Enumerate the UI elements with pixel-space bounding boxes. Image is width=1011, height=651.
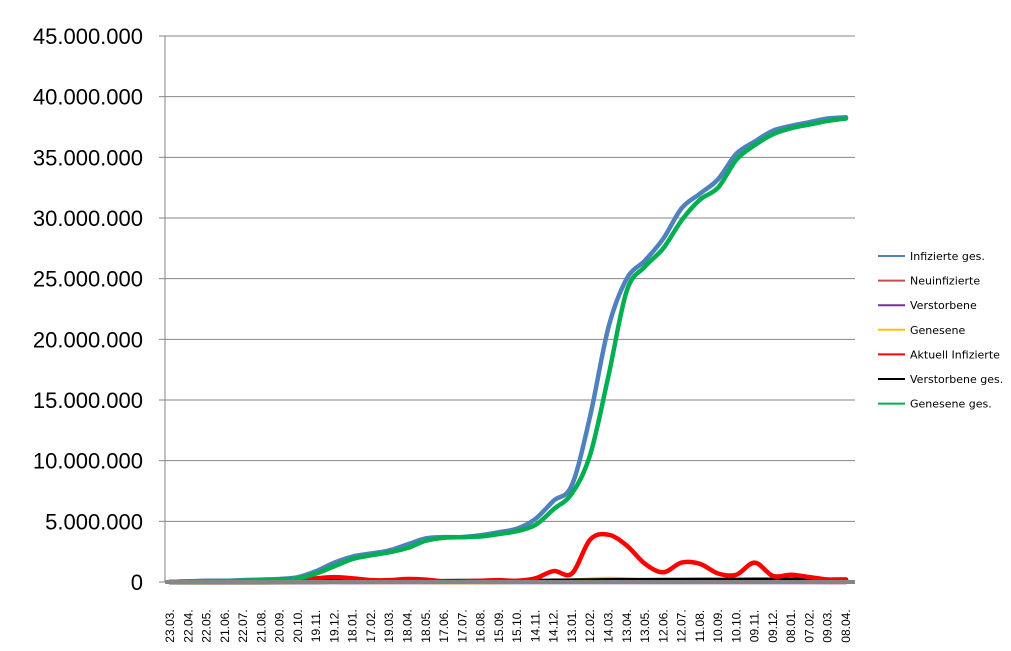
y-tick-label: 15.000.000	[33, 388, 143, 413]
x-tick-label: 21.06.	[218, 609, 232, 642]
gridlines	[159, 35, 855, 583]
x-axis-ticks: 23.03. 22.04. 22.05. 21.06. 22.07. 21.08. 20.0…	[163, 609, 853, 642]
y-tick-label: 0	[131, 570, 143, 595]
x-tick-label: 19.11.	[309, 610, 323, 642]
series-line-genesene-ges-	[167, 116, 849, 585]
x-tick-label: 22.04.	[181, 609, 195, 642]
y-tick-label: 35.000.000	[33, 145, 143, 170]
legend-label: Neuinfizierte	[910, 275, 980, 288]
x-tick-label: 07.02.	[802, 609, 816, 642]
y-tick-label: 30.000.000	[33, 206, 143, 231]
x-tick-label: 10.10.	[729, 609, 743, 642]
y-tick-label: 45.000.000	[33, 24, 143, 49]
x-tick-label: 08.01.	[784, 609, 798, 642]
x-tick-label: 12.07.	[675, 609, 689, 642]
x-tick-label: 12.06.	[656, 609, 670, 642]
x-tick-label: 19.12.	[327, 609, 341, 642]
x-tick-label: 13.04.	[620, 609, 634, 642]
x-tick-label: 21.08.	[254, 609, 268, 642]
x-tick-label: 14.12.	[547, 609, 561, 642]
legend-label: Aktuell Infizierte	[910, 348, 1000, 361]
x-tick-label: 18.01.	[346, 609, 360, 642]
legend-label: Genesene ges.	[910, 398, 992, 411]
x-tick-label: 23.03.	[163, 609, 177, 642]
x-tick-label: 09.11.	[748, 610, 762, 642]
legend-label: Verstorbene ges.	[910, 373, 1003, 386]
x-tick-label: 17.07.	[455, 609, 469, 642]
x-tick-label: 10.09.	[711, 609, 725, 642]
legend-label: Genesene	[910, 324, 966, 337]
legend-label: Verstorbene	[910, 299, 977, 312]
x-tick-label: 17.06.	[437, 609, 451, 642]
x-tick-label: 22.07.	[236, 609, 250, 642]
x-tick-label: 11.08.	[693, 610, 707, 642]
y-tick-label: 40.000.000	[33, 85, 143, 110]
x-tick-label: 09.03.	[821, 609, 835, 642]
y-axis-ticks: 0 5.000.000 10.000.000 15.000.000 20.000.000…	[33, 24, 143, 595]
x-tick-label: 15.09.	[492, 609, 506, 642]
series-line-infizierte-ges-	[167, 115, 849, 585]
x-tick-label: 18.05.	[419, 609, 433, 642]
legend: Infizierte ges. Neuinfizierte Verstorbene G…	[878, 250, 1003, 411]
x-tick-label: 13.05.	[638, 609, 652, 642]
x-tick-label: 20.10.	[291, 609, 305, 642]
x-tick-label: 13.01.	[565, 609, 579, 642]
x-tick-label: 19.03.	[382, 609, 396, 642]
x-tick-label: 14.03.	[601, 609, 615, 642]
x-tick-label: 08.04.	[839, 609, 853, 642]
x-tick-label: 14.11.	[528, 610, 542, 642]
series-line-aktuell-infizierte	[167, 531, 849, 585]
y-tick-label: 10.000.000	[33, 449, 143, 474]
x-tick-label: 16.08.	[474, 609, 488, 642]
x-tick-label: 09.12.	[766, 609, 780, 642]
y-tick-label: 20.000.000	[33, 327, 143, 352]
legend-label: Infizierte ges.	[910, 250, 985, 263]
x-tick-label: 15.10.	[510, 609, 524, 642]
x-tick-label: 12.02.	[583, 609, 597, 642]
series-lines	[165, 115, 855, 585]
x-tick-label: 20.09.	[273, 609, 287, 642]
y-tick-label: 5.000.000	[45, 509, 143, 534]
x-tick-label: 17.02.	[364, 609, 378, 642]
y-tick-label: 25.000.000	[33, 267, 143, 292]
x-tick-label: 18.04.	[401, 609, 415, 642]
x-tick-label: 22.05.	[200, 609, 214, 642]
